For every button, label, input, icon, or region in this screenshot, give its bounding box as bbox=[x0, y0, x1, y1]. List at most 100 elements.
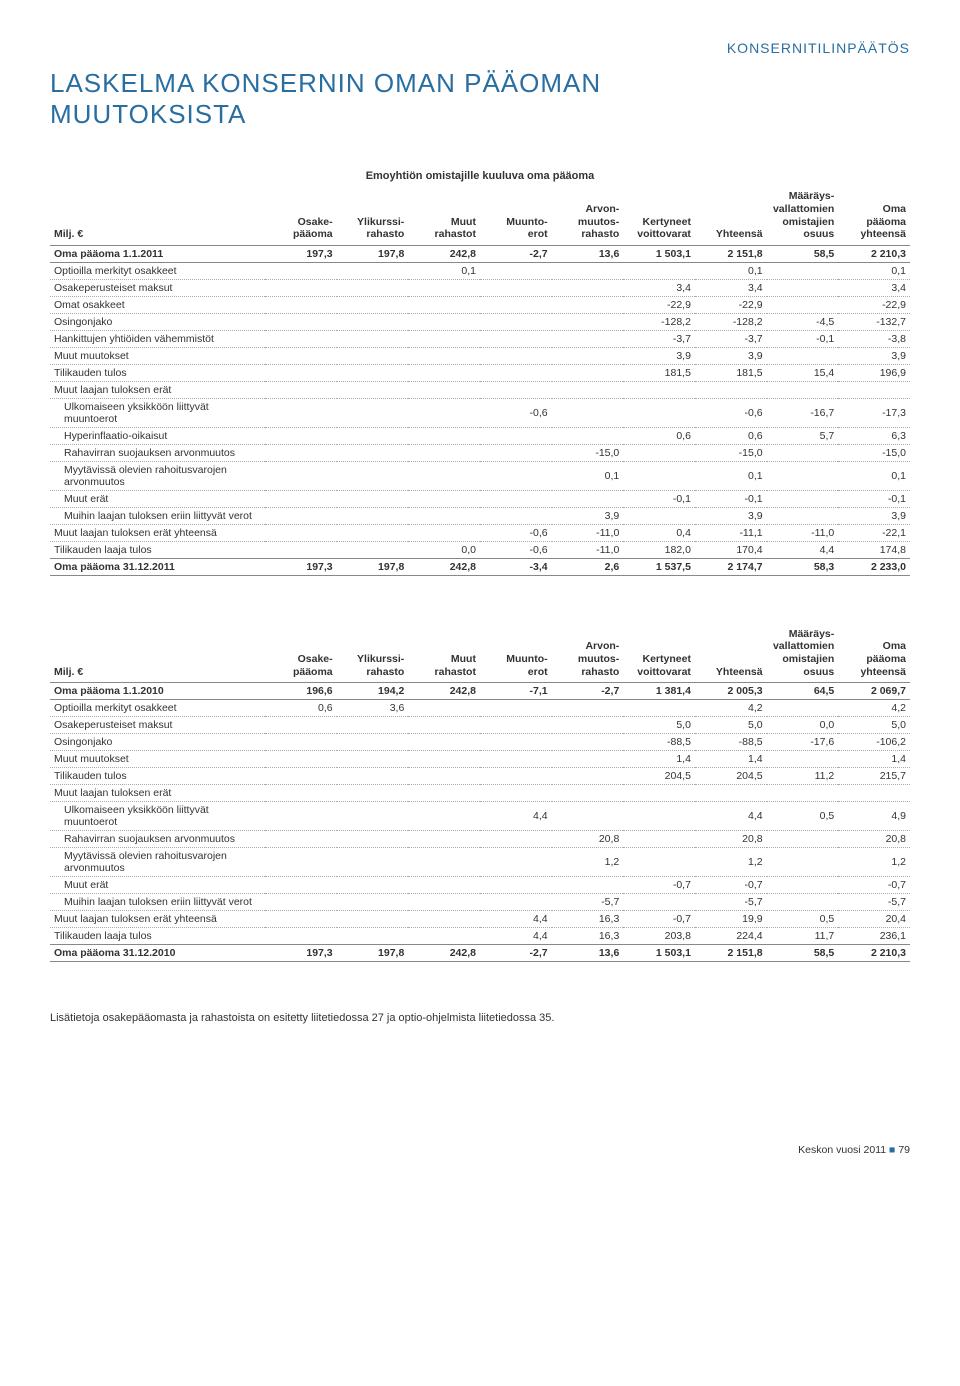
cell bbox=[265, 894, 337, 911]
cell bbox=[408, 877, 480, 894]
cell bbox=[265, 507, 337, 524]
cell: -106,2 bbox=[838, 734, 910, 751]
cell: 197,3 bbox=[265, 945, 337, 962]
cell bbox=[337, 347, 409, 364]
cell bbox=[623, 461, 695, 490]
cell bbox=[337, 330, 409, 347]
cell: -128,2 bbox=[695, 313, 767, 330]
cell bbox=[265, 802, 337, 831]
table-row: Oma pääoma 1.1.2010196,6194,2242,8-7,1-2… bbox=[50, 683, 910, 700]
cell: -0,1 bbox=[767, 330, 839, 347]
column-header: Määräys-vallattomienomistajienosuus bbox=[767, 188, 839, 245]
table-row: Osakeperusteiset maksut3,43,43,4 bbox=[50, 279, 910, 296]
row-label: Myytävissä olevien rahoitusvarojen arvon… bbox=[50, 848, 265, 877]
cell: 3,4 bbox=[623, 279, 695, 296]
cell: -0,7 bbox=[695, 877, 767, 894]
cell: -22,9 bbox=[838, 296, 910, 313]
cell: -22,9 bbox=[623, 296, 695, 313]
cell bbox=[552, 802, 624, 831]
row-label: Oma pääoma 31.12.2011 bbox=[50, 558, 265, 575]
table-row: Muut muutokset3,93,93,9 bbox=[50, 347, 910, 364]
cell bbox=[623, 262, 695, 279]
cell bbox=[408, 398, 480, 427]
cell bbox=[265, 279, 337, 296]
cell: -5,7 bbox=[838, 894, 910, 911]
cell bbox=[408, 461, 480, 490]
cell: 0,0 bbox=[408, 541, 480, 558]
column-header: Arvon-muutos-rahasto bbox=[552, 626, 624, 683]
cell: 203,8 bbox=[623, 928, 695, 945]
cell: 0,1 bbox=[695, 262, 767, 279]
cell: -3,8 bbox=[838, 330, 910, 347]
table-row: Osingonjako-88,5-88,5-17,6-106,2 bbox=[50, 734, 910, 751]
cell bbox=[767, 444, 839, 461]
cell: 0,6 bbox=[265, 700, 337, 717]
table-row: Oma pääoma 1.1.2011197,3197,8242,8-2,713… bbox=[50, 245, 910, 262]
cell: 3,9 bbox=[838, 347, 910, 364]
cell bbox=[265, 398, 337, 427]
cell: -17,3 bbox=[838, 398, 910, 427]
cell: 1,4 bbox=[623, 751, 695, 768]
cell: -3,7 bbox=[623, 330, 695, 347]
cell: 197,8 bbox=[337, 558, 409, 575]
cell: -0,6 bbox=[695, 398, 767, 427]
cell bbox=[552, 785, 624, 802]
cell bbox=[767, 877, 839, 894]
cell: -128,2 bbox=[623, 313, 695, 330]
table-row: Tilikauden laaja tulos4,416,3203,8224,41… bbox=[50, 928, 910, 945]
cell bbox=[265, 330, 337, 347]
cell bbox=[337, 928, 409, 945]
cell: -2,7 bbox=[480, 245, 552, 262]
cell: 11,2 bbox=[767, 768, 839, 785]
cell: -0,6 bbox=[480, 541, 552, 558]
cell bbox=[767, 279, 839, 296]
cell bbox=[265, 785, 337, 802]
row-label: Osakeperusteiset maksut bbox=[50, 717, 265, 734]
cell bbox=[767, 831, 839, 848]
cell bbox=[265, 364, 337, 381]
column-header: Ylikurssi-rahasto bbox=[337, 188, 409, 245]
cell bbox=[480, 279, 552, 296]
column-header: Muutrahastot bbox=[408, 626, 480, 683]
column-header: Kertyneetvoittovarat bbox=[623, 626, 695, 683]
cell bbox=[265, 313, 337, 330]
row-label: Osingonjako bbox=[50, 734, 265, 751]
table-row: Omat osakkeet-22,9-22,9-22,9 bbox=[50, 296, 910, 313]
cell bbox=[408, 279, 480, 296]
cell: 20,8 bbox=[552, 831, 624, 848]
cell: -2,7 bbox=[552, 683, 624, 700]
cell: -22,9 bbox=[695, 296, 767, 313]
column-header: Muunto-erot bbox=[480, 188, 552, 245]
cell: 20,8 bbox=[695, 831, 767, 848]
cell bbox=[480, 490, 552, 507]
row-label: Muut muutokset bbox=[50, 347, 265, 364]
cell bbox=[337, 444, 409, 461]
cell: -16,7 bbox=[767, 398, 839, 427]
footer-text: Keskon vuosi 2011 bbox=[798, 1144, 886, 1156]
cell bbox=[552, 364, 624, 381]
cell: -3,4 bbox=[480, 558, 552, 575]
cell bbox=[552, 279, 624, 296]
cell bbox=[480, 330, 552, 347]
cell: -2,7 bbox=[480, 945, 552, 962]
cell bbox=[408, 831, 480, 848]
cell bbox=[408, 894, 480, 911]
table-row: Oma pääoma 31.12.2010197,3197,8242,8-2,7… bbox=[50, 945, 910, 962]
cell: 0,1 bbox=[408, 262, 480, 279]
cell: 181,5 bbox=[623, 364, 695, 381]
cell bbox=[552, 347, 624, 364]
row-label: Muut laajan tuloksen erät bbox=[50, 381, 265, 398]
cell bbox=[408, 802, 480, 831]
cell bbox=[767, 461, 839, 490]
cell: 181,5 bbox=[695, 364, 767, 381]
cell bbox=[767, 785, 839, 802]
row-label: Oma pääoma 1.1.2011 bbox=[50, 245, 265, 262]
cell: 197,3 bbox=[265, 245, 337, 262]
table-row: Muihin laajan tuloksen eriin liittyvät v… bbox=[50, 507, 910, 524]
cell: -5,7 bbox=[552, 894, 624, 911]
column-header: Arvon-muutos-rahasto bbox=[552, 188, 624, 245]
cell: -4,5 bbox=[767, 313, 839, 330]
cell: -11,0 bbox=[552, 541, 624, 558]
cell bbox=[480, 831, 552, 848]
cell bbox=[552, 427, 624, 444]
